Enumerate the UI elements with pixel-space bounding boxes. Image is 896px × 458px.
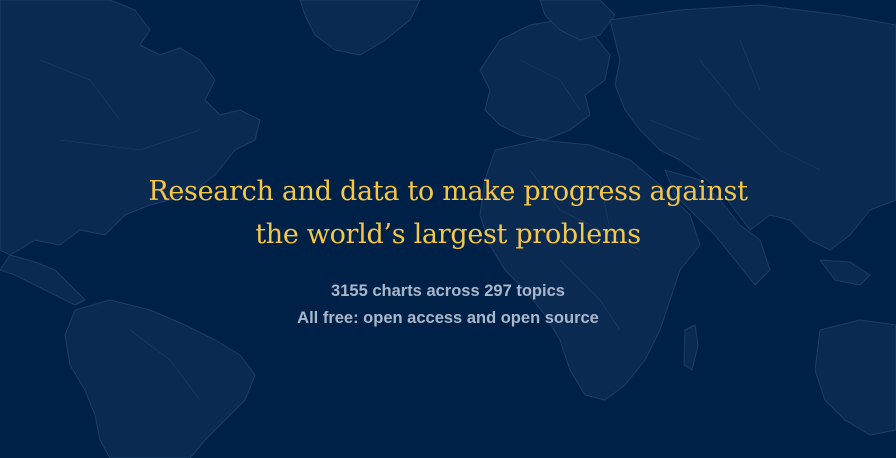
hero-headline: Research and data to make progress again…: [60, 170, 836, 256]
country-borders: [39, 39, 821, 401]
stats-text: 3155 charts across 297 topics: [331, 282, 565, 300]
south-asia-outline: [664, 169, 771, 286]
greenland-outline: [299, 0, 421, 56]
headline-line-2: the world’s largest problems: [255, 219, 641, 250]
madagascar-outline: [683, 324, 699, 371]
asia-outline: [609, 4, 896, 251]
australia-outline: [814, 319, 896, 436]
tagline-text: All free: open access and open source: [297, 309, 599, 327]
hero-subtext: 3155 charts across 297 topics All free: …: [100, 278, 796, 332]
africa-outline: [479, 139, 701, 401]
central-america-outline: [0, 254, 86, 306]
north-america-outline: [0, 0, 261, 256]
southeast-asia-outline: [819, 259, 871, 286]
south-america-outline: [64, 299, 256, 458]
headline-line-1: Research and data to make progress again…: [148, 176, 748, 207]
scandinavia-outline: [539, 0, 616, 41]
